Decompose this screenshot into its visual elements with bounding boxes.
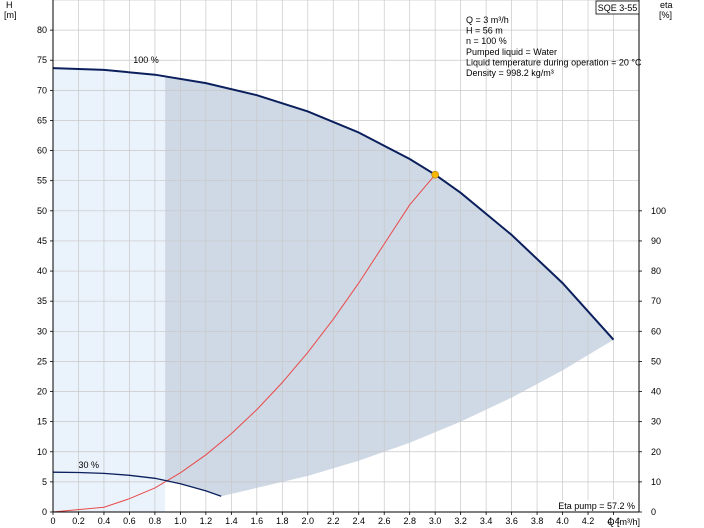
x-tick-label: 3.6 (505, 516, 518, 526)
x-tick-label: 2.2 (327, 516, 340, 526)
x-axis-label: Q [m³/h] (607, 517, 640, 527)
x-tick-label: 3.4 (480, 516, 493, 526)
x-tick-label: 1.8 (276, 516, 289, 526)
y-left-tick-label: 40 (37, 266, 47, 276)
model-box (595, 0, 640, 15)
y-right-label: eta (660, 0, 673, 10)
model-name: SQE 3-55 (598, 3, 638, 13)
x-tick-label: 0.4 (98, 516, 111, 526)
y-right-tick-label: 0 (651, 507, 656, 517)
x-tick-label: 1.6 (251, 516, 264, 526)
y-left-tick-label: 0 (42, 507, 47, 517)
duty-point (431, 170, 439, 179)
y-right-tick-label: 10 (651, 477, 661, 487)
eta-pump-label: Eta pump = 57.2 % (558, 501, 635, 511)
curves (52, 67, 615, 513)
x-tick-label: 0 (50, 516, 55, 526)
y-left-tick-label: 70 (37, 85, 47, 95)
info-box: SQE 3-55 Q = 3 m³/hH = 56 mn = 100 %Pumpe… (466, 0, 642, 511)
eta-pump-bg (560, 500, 637, 511)
axes: 0 0.2 0.4 0.6 0.8 1.0 1.2 1.4 1.6 1.8 2.0 2.2 2.4 2.6… (37, 0, 666, 526)
y-left-tick-label: 80 (37, 25, 47, 35)
info-line: Liquid temperature during operation = 20… (466, 57, 642, 67)
y-left-tick-label: 75 (37, 55, 47, 65)
y-left-tick-label: 5 (42, 477, 47, 487)
y-right-tick-label: 40 (651, 387, 661, 397)
x-tick-label: 4.4 (607, 516, 620, 526)
x-tick-label: 1.4 (225, 516, 238, 526)
x-tick-label: 2.6 (378, 516, 391, 526)
y-right-tick-label: 20 (651, 447, 661, 457)
y-left-tick-label: 10 (37, 447, 47, 457)
x-tick-label: 3.0 (429, 516, 442, 526)
x-tick-label: 3.8 (531, 516, 544, 526)
y-left-tick-label: 55 (37, 176, 47, 186)
info-line: n = 100 % (466, 36, 507, 46)
x-tick-label: 1.2 (200, 516, 213, 526)
y-right-tick-label: 70 (651, 296, 661, 306)
x-tick-label: 4.2 (582, 516, 595, 526)
info-line: Pumped liquid = Water (466, 47, 557, 57)
info-line: H = 56 m (466, 26, 503, 36)
curve-100 (52, 67, 615, 341)
y-left-tick-label: 50 (37, 206, 47, 216)
x-tick-label: 2.0 (302, 516, 315, 526)
y-right-tick-label: 50 (651, 356, 661, 366)
curve-100-label: 100 % (133, 55, 159, 65)
y-left-tick-label: 15 (37, 417, 47, 427)
y-right-tick-label: 30 (651, 417, 661, 427)
y-left-tick-label: 35 (37, 296, 47, 306)
labels: H[m] eta[%] Q [m³/h] 100 % 30 % (4, 0, 673, 527)
curve-30-label: 30 % (78, 460, 99, 470)
y-left-tick-label: 20 (37, 387, 47, 397)
y-left-tick-label: 65 (37, 115, 47, 125)
y-right-tick-label: 90 (651, 236, 661, 246)
y-right-tick-label: 100 (651, 206, 666, 216)
y-left-tick-label: 45 (37, 236, 47, 246)
y-left-tick-label: 25 (37, 356, 47, 366)
x-tick-label: 0.2 (72, 516, 85, 526)
x-tick-label: 0.6 (123, 516, 136, 526)
shade-light-region (53, 68, 166, 512)
y-right-tick-label: 80 (651, 266, 661, 276)
y-left-tick-label: 30 (37, 326, 47, 336)
x-tick-label: 2.8 (403, 516, 416, 526)
x-tick-label: 4.0 (556, 516, 569, 526)
y-left-tick-label: 60 (37, 146, 47, 156)
curve-30 (52, 471, 222, 497)
system-curve (52, 174, 436, 513)
x-tick-label: 3.2 (454, 516, 467, 526)
y-left-unit: [m] (4, 10, 17, 20)
y-right-unit: [%] (659, 10, 672, 20)
y-right-tick-label: 60 (651, 326, 661, 336)
x-tick-label: 0.8 (149, 516, 162, 526)
x-tick-label: 2.4 (352, 516, 365, 526)
y-left-label: H (6, 0, 13, 10)
info-line: Q = 3 m³/h (466, 15, 509, 25)
x-tick-label: 1.0 (174, 516, 187, 526)
info-line: Density = 998.2 kg/m³ (466, 68, 554, 78)
